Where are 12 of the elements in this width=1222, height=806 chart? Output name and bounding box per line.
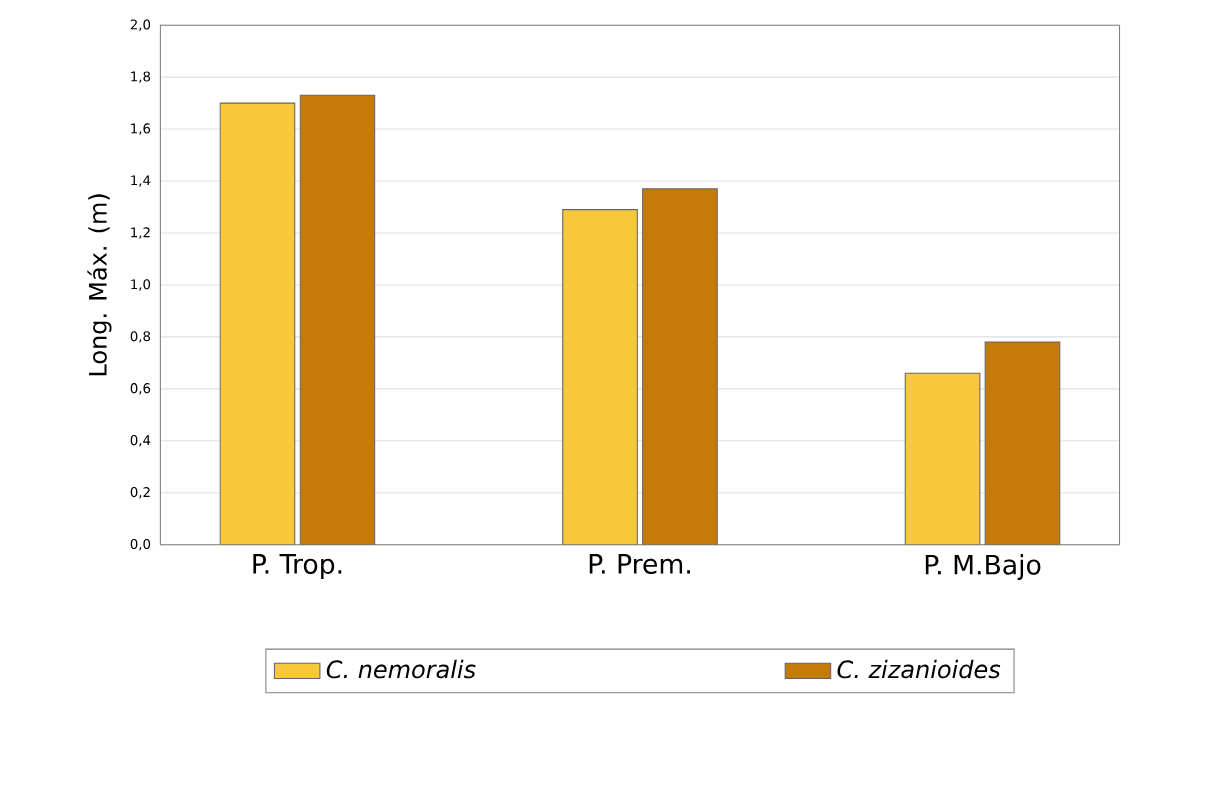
- bar: [562, 208, 638, 545]
- bar: [904, 372, 981, 545]
- bar: [642, 188, 718, 545]
- x-tick-label: P. Prem.: [589, 553, 690, 574]
- y-axis-title: Long. Máx. (m): [87, 194, 112, 376]
- bar: [219, 102, 296, 545]
- bar: [984, 341, 1061, 545]
- legend-label: C. nemoralis: [326, 659, 476, 679]
- legend-label: C. zizanioides: [837, 659, 1001, 679]
- x-tick-label: P. M.Bajo: [925, 553, 1041, 580]
- bar: [299, 94, 376, 545]
- x-tick-label: P. Trop.: [253, 553, 342, 579]
